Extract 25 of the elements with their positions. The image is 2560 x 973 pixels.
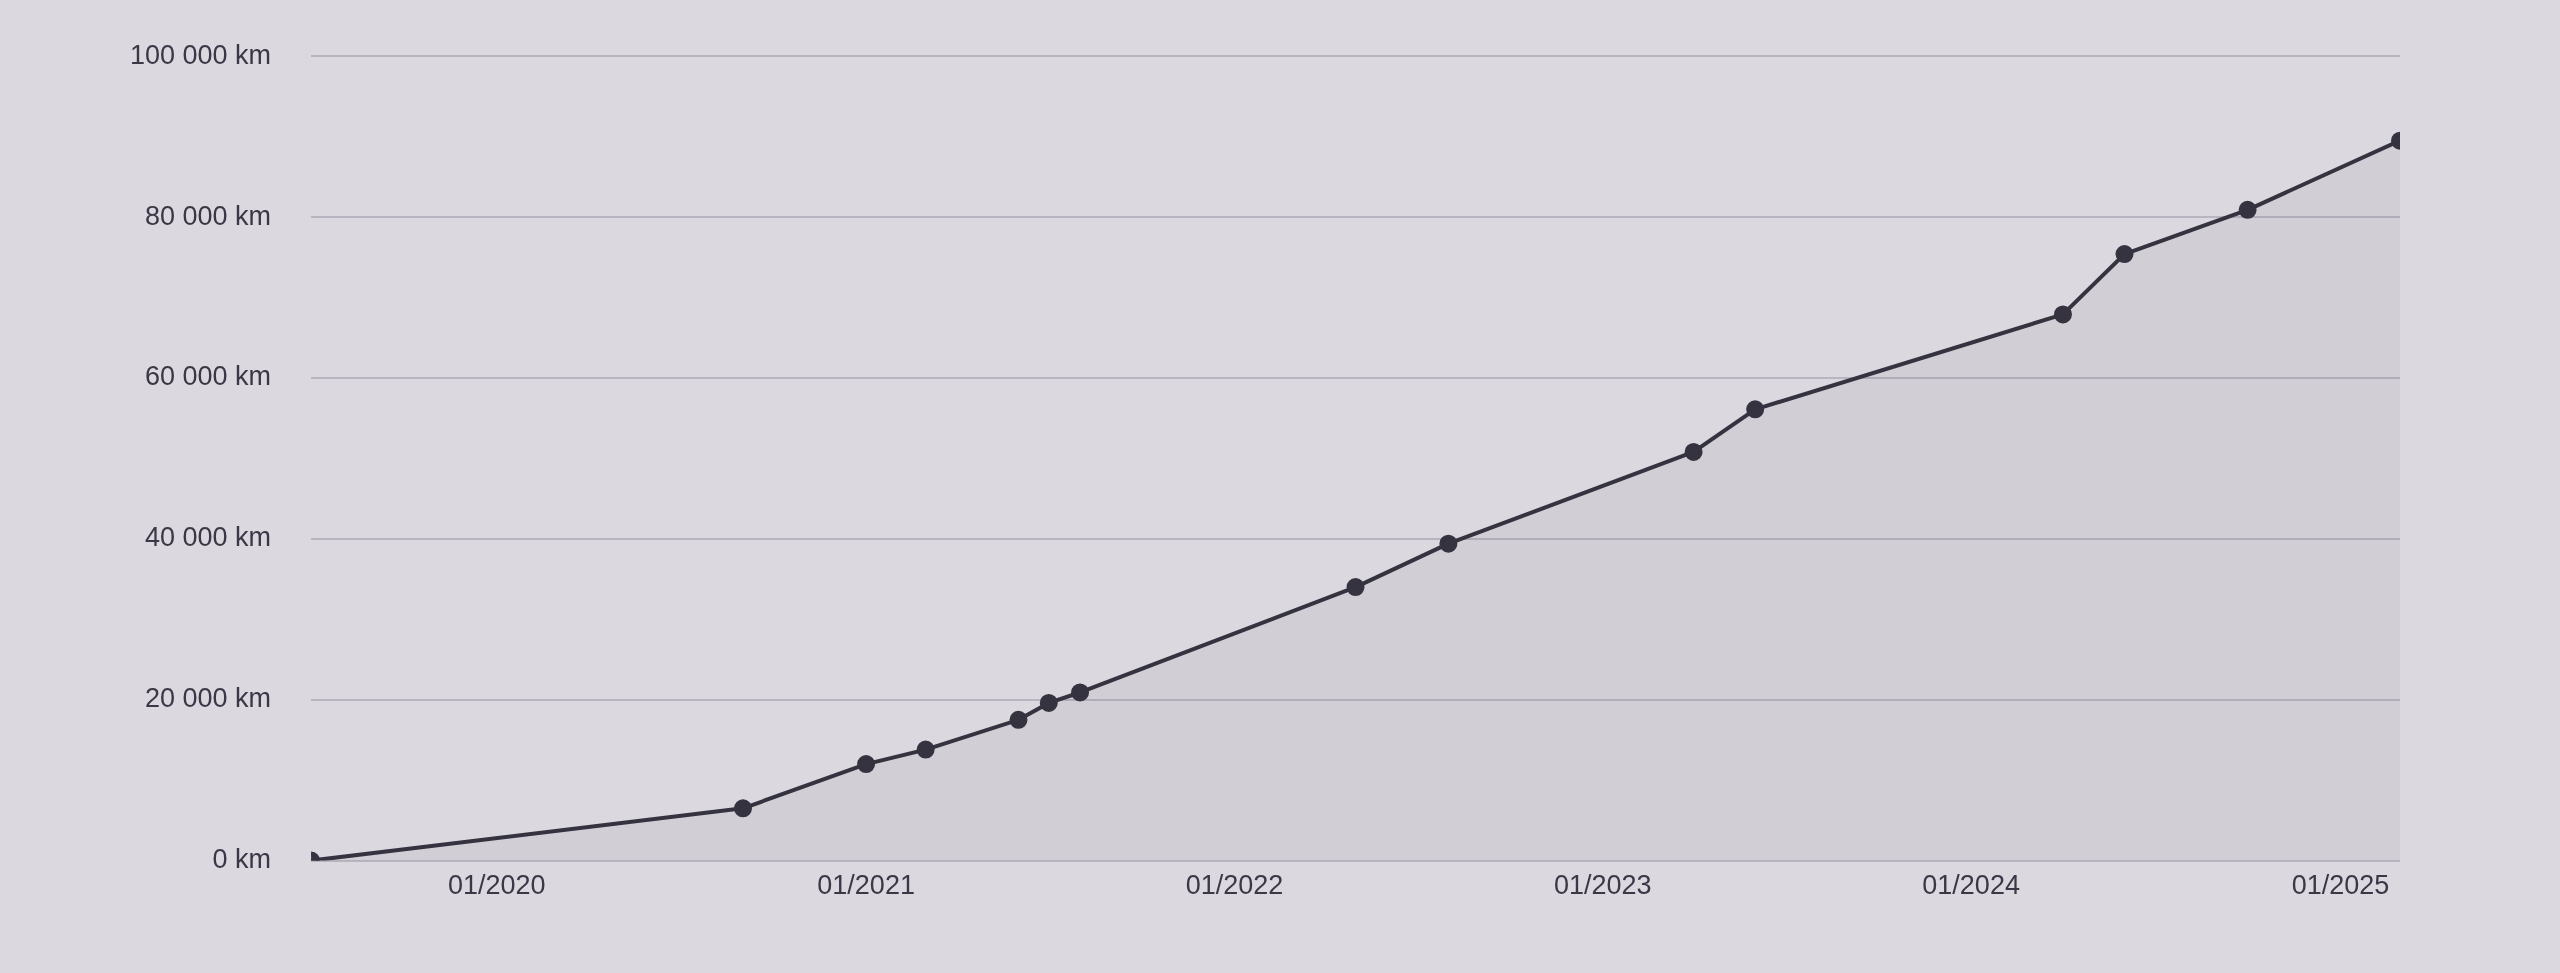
x-tick-label: 01/2020 — [447, 870, 546, 901]
point — [1746, 400, 1765, 419]
x-tick-label: 01/2023 — [1553, 870, 1652, 901]
point — [1039, 693, 1058, 712]
point — [1009, 710, 1028, 729]
x-tick-label: 01/2025 — [2291, 870, 2390, 901]
y-tick-label: 40 000 km — [145, 522, 272, 553]
y-tick-label: 0 km — [212, 844, 272, 875]
point — [1071, 683, 1090, 702]
x-tick-label: 01/2024 — [1922, 870, 2020, 901]
point — [1684, 442, 1703, 461]
y-tick-label: 20 000 km — [145, 683, 272, 714]
point — [2238, 200, 2257, 219]
point — [857, 755, 876, 774]
point — [1439, 534, 1458, 553]
point — [734, 799, 752, 818]
y-tick-label: 80 000 km — [145, 200, 272, 231]
point — [916, 740, 935, 759]
point — [2053, 305, 2072, 324]
y-tick-label: 60 000 km — [145, 361, 272, 392]
point — [1346, 578, 1365, 597]
x-tick-label: 01/2021 — [817, 870, 915, 901]
point — [2115, 245, 2134, 264]
y-tick-label: 100 000 km — [130, 39, 272, 70]
x-tick-label: 01/2022 — [1185, 870, 1284, 901]
